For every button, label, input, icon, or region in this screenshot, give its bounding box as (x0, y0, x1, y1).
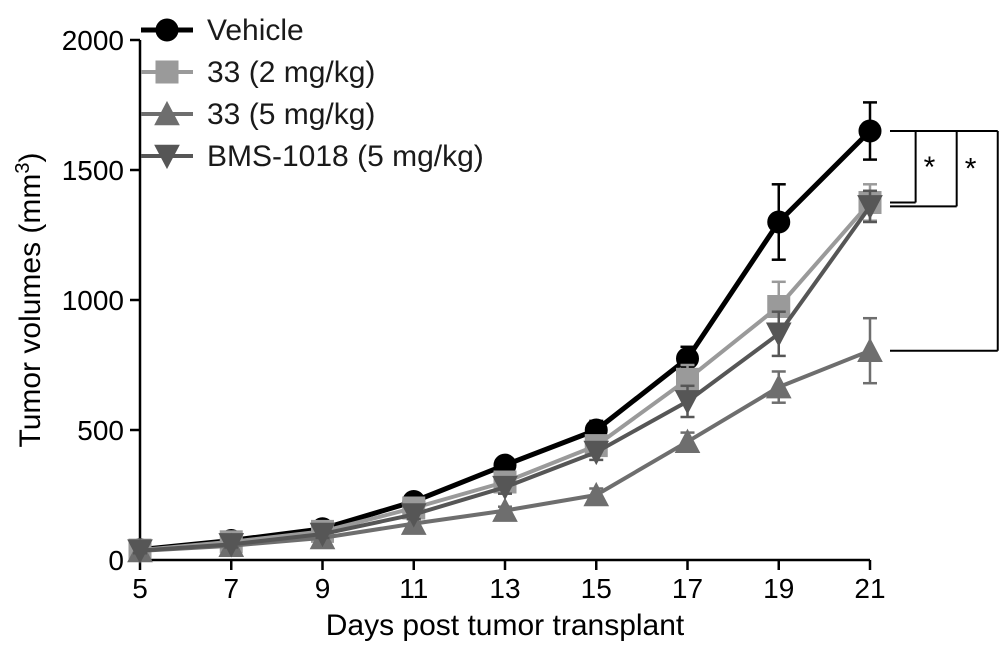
y-tick-label: 1500 (62, 155, 124, 186)
y-axis-label: Tumor volumes (mm3) (12, 152, 47, 447)
x-tick-label: 15 (581, 573, 612, 604)
legend-label: 33 (5 mg/kg) (207, 98, 375, 131)
y-tick-label: 2000 (62, 25, 124, 56)
x-axis-label: Days post tumor transplant (326, 609, 685, 642)
x-tick-label: 5 (132, 573, 148, 604)
sig-label: * (924, 151, 936, 184)
sig-label: * (965, 153, 977, 186)
legend-label: Vehicle (207, 14, 304, 47)
chart-container: 5 7 9 11 13 15 17 19 21 Days post tumor transplan… (0, 0, 1000, 658)
x-tick-label: 13 (489, 573, 520, 604)
legend-label: BMS-1018 (5 mg/kg) (207, 140, 484, 173)
x-tick-label: 17 (672, 573, 703, 604)
x-tick-label: 11 (399, 573, 428, 604)
x-tick-label: 9 (315, 573, 331, 604)
tumor-volume-chart: 5 7 9 11 13 15 17 19 21 Days post tumor transplan… (0, 0, 1000, 658)
y-tick-label: 500 (77, 415, 124, 446)
x-tick-label: 7 (223, 573, 239, 604)
legend-label: 33 (2 mg/kg) (207, 56, 375, 89)
x-tick-label: 19 (763, 573, 794, 604)
y-tick-label: 1000 (62, 285, 124, 316)
x-tick-label: 21 (854, 573, 885, 604)
y-tick-label: 0 (108, 545, 124, 576)
